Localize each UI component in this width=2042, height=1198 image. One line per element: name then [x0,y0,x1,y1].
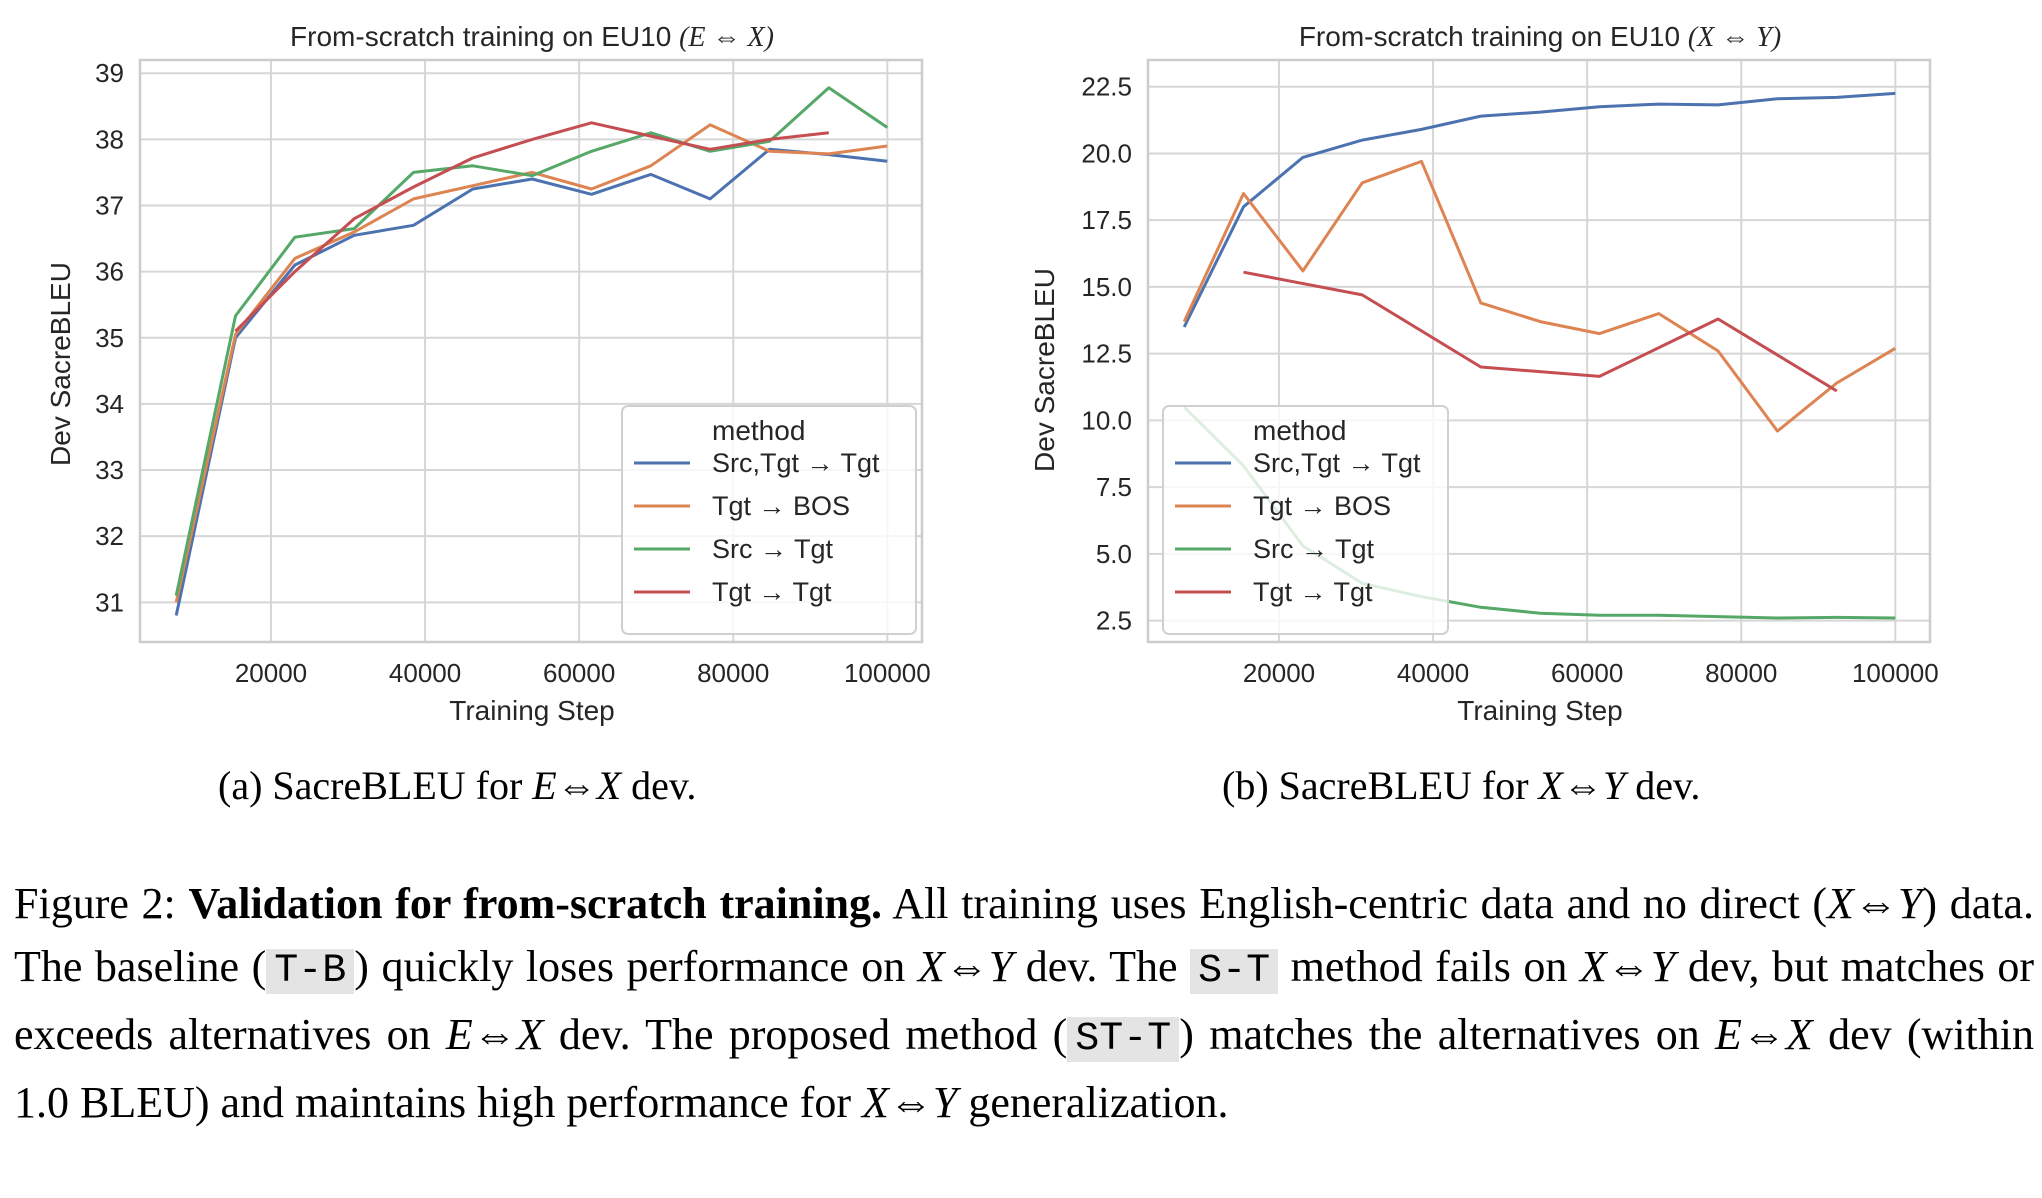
chart-a-ylabel: Dev SacreBLEU [45,262,76,466]
chart-a-series-tgt-tgt [234,121,829,333]
chart-a-legend-entry: Src,Tgt → Tgt [712,448,880,478]
chart-a-xlabel: Training Step [449,695,615,726]
caption-bold: Validation for from-scratch training. [188,879,883,928]
chart-b-xlabel: Training Step [1457,695,1623,726]
chart-b-ytick-label: 7.5 [1096,472,1132,502]
chart-panel-b: From-scratch training on EU10 (X ⇔ Y) De… [1029,21,1939,726]
figure-canvas: From-scratch training on EU10 (E ⇔ X) De… [45,21,1939,726]
chart-b-xtick-label: 60000 [1551,658,1623,688]
chart-a-xtick-label: 60000 [543,658,615,688]
subcaption-a: (a) SacreBLEU for E⇔X dev. [218,763,697,808]
chart-a-ytick-label: 39 [95,58,124,88]
chart-b-xtick-label: 80000 [1705,658,1777,688]
chart-a-series-src-tgt [174,86,889,597]
chart-b-legend [1162,405,1449,635]
chart-a-xtick-label: 80000 [697,658,769,688]
chart-a-legend-entry: Tgt → BOS [712,491,850,521]
chart-b-ytick-label: 12.5 [1081,339,1132,369]
chart-b-xtick-label: 20000 [1243,658,1315,688]
chart-b-series-tgt-tgt [1243,270,1838,393]
chart-panel-a: From-scratch training on EU10 (E ⇔ X) De… [45,21,931,726]
chart-b-ytick-label: 17.5 [1081,205,1132,235]
chart-a-ytick-label: 35 [95,323,124,353]
chart-b-frame [1146,58,1932,644]
figure-caption: Figure 2: Validation for from-scratch tr… [14,879,2035,1127]
code-s-t: S-T [1190,949,1279,994]
chart-b-legend-title: method [1253,415,1346,446]
chart-b-ytick-label: 5.0 [1096,539,1132,569]
chart-a-legend-entry: Tgt → Tgt [712,577,832,607]
subcaption-b: (b) SacreBLEU for X⇔Y dev. [1222,763,1701,808]
chart-a-ytick-label: 36 [95,257,124,287]
chart-b-title: From-scratch training on EU10 (X ⇔ Y) [1299,21,1781,53]
chart-b-legend-entry: Tgt → Tgt [1253,577,1373,607]
chart-a-ytick-label: 32 [95,521,124,551]
chart-b-ytick-label: 15.0 [1081,272,1132,302]
chart-b-legend-entry: Src → Tgt [1253,534,1375,564]
chart-b-xtick-label: 100000 [1852,658,1939,688]
code-st-t: ST-T [1067,1017,1180,1062]
chart-b-series-tgt-bos [1182,159,1897,433]
chart-b-xtick-label: 40000 [1397,658,1469,688]
chart-a-ytick-label: 38 [95,124,124,154]
chart-b-legend-entry: Tgt → BOS [1253,491,1391,521]
chart-a-legend [621,405,917,635]
chart-a-series-tgt-bos [174,123,888,603]
chart-a-xtick-label: 40000 [389,658,461,688]
chart-b-legend-entry: Src,Tgt → Tgt [1253,448,1421,478]
chart-b-ylabel: Dev SacreBLEU [1029,268,1060,472]
chart-a-ytick-label: 31 [95,587,124,617]
chart-a-ytick-label: 37 [95,191,124,221]
chart-a-xtick-label: 20000 [235,658,307,688]
chart-a-title: From-scratch training on EU10 (E ⇔ X) [290,21,774,53]
chart-a-ytick-label: 33 [95,455,124,485]
chart-a-frame [138,58,924,644]
chart-a-legend-title: method [712,415,805,446]
chart-a-ytick-label: 34 [95,389,124,419]
chart-b-series-src-tgt-tgt [1182,91,1896,328]
chart-a-xtick-label: 100000 [844,658,931,688]
chart-b-ytick-label: 22.5 [1081,72,1132,102]
code-t-b: T-B [266,949,355,994]
chart-b-ytick-label: 2.5 [1096,606,1132,636]
chart-b-ytick-label: 10.0 [1081,405,1132,435]
chart-a-legend-entry: Src → Tgt [712,534,834,564]
chart-b-ytick-label: 20.0 [1081,138,1132,168]
chart-a-series-src-tgt-tgt [174,147,888,616]
